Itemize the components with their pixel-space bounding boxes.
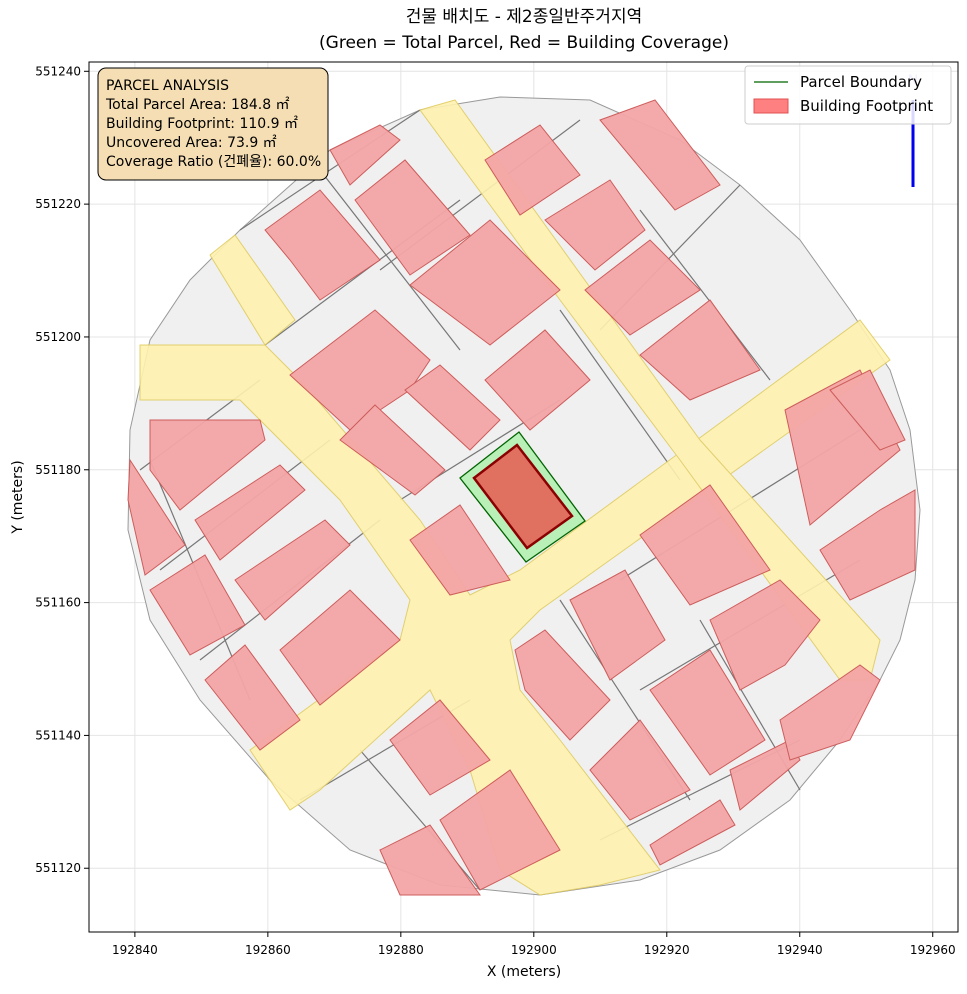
- annotation-box: [97, 67, 329, 181]
- legend-swatch: [753, 98, 789, 114]
- x-tick-label: 192880: [378, 943, 424, 957]
- y-tick-label: 551120: [35, 861, 81, 875]
- annotation-line: Building Footprint: 110.9 ㎡: [106, 116, 298, 132]
- y-tick-label: 551240: [35, 64, 81, 78]
- y-axis-label: Y (meters): [10, 460, 26, 534]
- map: N: [127, 73, 921, 896]
- x-tick-label: 192920: [644, 943, 690, 957]
- y-tick-label: 551200: [35, 330, 81, 344]
- annotation-line: Coverage Ratio (건폐율): 60.0%: [106, 154, 321, 170]
- legend-label: Building Footprint: [800, 97, 933, 115]
- legend-label: Parcel Boundary: [800, 73, 922, 91]
- x-tick-label: 192840: [112, 943, 158, 957]
- y-tick-label: 551180: [35, 463, 81, 477]
- y-tick-label: 551140: [35, 728, 81, 742]
- y-tick-label: 551160: [35, 596, 81, 610]
- roads: [139, 99, 891, 896]
- buildings: [127, 99, 916, 896]
- x-axis-label: X (meters): [487, 964, 561, 980]
- chart-title: 건물 배치도 - 제2종일반주거지역: [406, 7, 642, 27]
- legend-items: Parcel Boundary Building Footprint: [753, 73, 933, 115]
- x-tick-label: 192860: [245, 943, 291, 957]
- chart-subtitle: (Green = Total Parcel, Red = Building Co…: [319, 33, 729, 53]
- annotation-line: PARCEL ANALYSIS: [106, 78, 229, 94]
- x-tick-label: 192960: [910, 943, 956, 957]
- x-tick-label: 192940: [777, 943, 823, 957]
- annotation-line: Uncovered Area: 73.9 ㎡: [106, 135, 277, 151]
- plot-frame: [88, 61, 959, 933]
- annotation: PARCEL ANALYSIS Total Parcel Area: 184.8 …: [105, 78, 321, 170]
- annotation-line: Total Parcel Area: 184.8 ㎡: [105, 97, 290, 113]
- y-tick-label: 551220: [35, 197, 81, 211]
- building-footprint: [472, 443, 574, 550]
- legend: [744, 65, 952, 125]
- x-tick-label: 192900: [511, 943, 557, 957]
